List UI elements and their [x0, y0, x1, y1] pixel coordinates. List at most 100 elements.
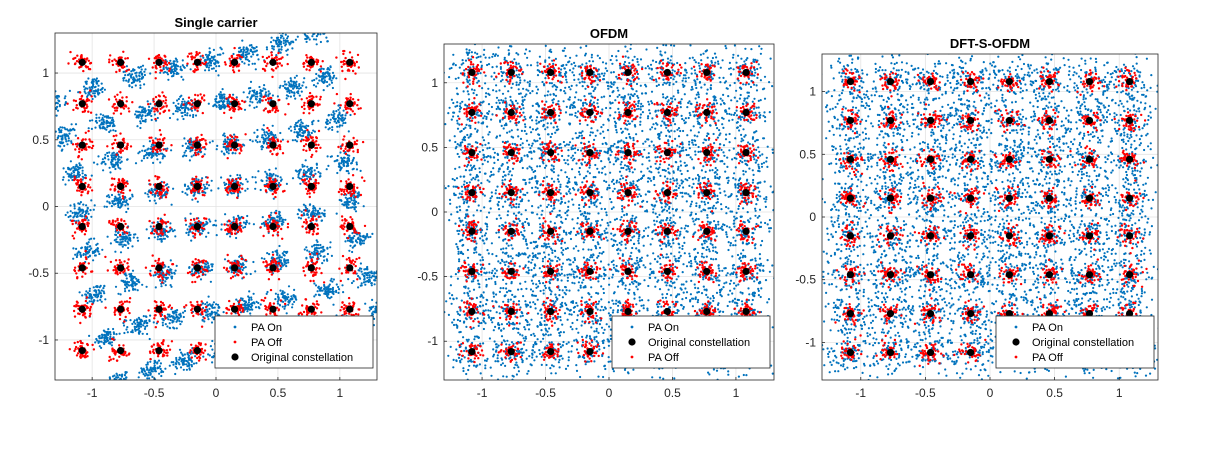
pa-on-point — [303, 213, 306, 217]
pa-on-point — [218, 65, 221, 68]
pa-on-point — [160, 374, 163, 378]
pa-on-point — [272, 217, 275, 220]
pa-on-point — [136, 239, 140, 242]
pa-on-point — [327, 293, 330, 296]
pa-on-point — [285, 97, 288, 100]
pa-on-point — [174, 365, 177, 368]
pa-on-point — [306, 134, 309, 137]
pa-on-point — [243, 49, 246, 52]
pa-on-point — [121, 373, 124, 376]
pa-on-point — [332, 114, 335, 117]
pa-off-point — [118, 259, 121, 262]
pa-on-point — [187, 233, 190, 237]
pa-on-point — [214, 100, 217, 103]
pa-on-point — [280, 263, 284, 266]
pa-on-point — [57, 136, 60, 139]
pa-on-point — [109, 331, 112, 334]
pa-on-point — [212, 67, 215, 70]
pa-on-point — [51, 96, 53, 98]
pa-on-point — [243, 306, 246, 309]
pa-on-point — [299, 182, 302, 185]
pa-on-point — [311, 245, 314, 248]
pa-on-point — [323, 215, 326, 218]
pa-off-point — [119, 313, 122, 317]
pa-off-point — [126, 262, 129, 265]
pa-on-point — [309, 28, 311, 30]
pa-on-point — [313, 78, 316, 82]
pa-on-point — [225, 150, 228, 154]
pa-off-point — [113, 351, 116, 355]
pa-on-point — [139, 126, 142, 130]
pa-on-point — [110, 193, 114, 197]
pa-on-point — [241, 298, 244, 302]
pa-on-point — [99, 298, 102, 301]
pa-on-point — [168, 364, 171, 367]
pa-on-point — [96, 247, 99, 250]
pa-on-point — [284, 218, 287, 221]
pa-on-point — [344, 240, 347, 243]
pa-on-point — [284, 40, 287, 44]
pa-on-point — [188, 159, 191, 162]
pa-on-point — [199, 278, 203, 281]
pa-on-point — [252, 94, 255, 97]
pa-on-point — [331, 288, 334, 291]
pa-on-point — [345, 161, 348, 164]
pa-on-point — [242, 91, 245, 94]
pa-on-point — [207, 318, 210, 321]
pa-on-point — [247, 295, 250, 298]
pa-on-point — [276, 295, 280, 298]
pa-on-point — [214, 219, 217, 222]
pa-on-point — [90, 297, 93, 300]
pa-on-point — [204, 148, 207, 151]
pa-on-point — [144, 68, 147, 71]
pa-on-point — [307, 124, 310, 128]
pa-on-point — [325, 288, 328, 291]
pa-on-point — [230, 271, 233, 274]
pa-on-point — [265, 46, 268, 49]
pa-on-point — [129, 319, 132, 322]
pa-on-point — [120, 205, 123, 208]
pa-on-point — [189, 230, 192, 233]
pa-on-point — [158, 372, 161, 375]
pa-on-point — [319, 243, 322, 247]
pa-on-point — [45, 99, 47, 101]
pa-off-point — [89, 111, 93, 114]
pa-on-point — [247, 63, 250, 66]
pa-on-point — [126, 241, 129, 244]
pa-on-point — [114, 195, 117, 198]
pa-on-point — [325, 121, 328, 124]
pa-on-point — [175, 367, 178, 370]
pa-on-point — [316, 82, 319, 85]
pa-on-point — [106, 151, 109, 155]
pa-on-point — [166, 235, 169, 238]
pa-on-point — [87, 77, 90, 80]
pa-on-point — [328, 283, 331, 286]
pa-on-point — [354, 240, 358, 243]
pa-on-point — [301, 84, 304, 87]
pa-on-point — [295, 140, 299, 143]
pa-on-point — [199, 313, 202, 316]
pa-on-point — [166, 183, 169, 186]
pa-on-point — [264, 134, 267, 137]
pa-on-point — [131, 329, 134, 332]
pa-on-point — [208, 307, 211, 310]
pa-off-point — [84, 316, 87, 319]
pa-on-point — [168, 322, 171, 325]
pa-on-point — [146, 361, 149, 364]
pa-on-point — [67, 215, 70, 219]
pa-on-point — [244, 221, 247, 225]
pa-on-point — [123, 76, 126, 79]
pa-on-point — [337, 165, 340, 168]
pa-on-point — [122, 388, 124, 390]
pa-on-point — [108, 201, 111, 204]
pa-on-point — [204, 59, 207, 62]
pa-on-point — [69, 160, 72, 163]
pa-on-point — [381, 301, 383, 303]
pa-on-point — [142, 367, 145, 370]
pa-on-point — [220, 48, 223, 51]
pa-on-point — [223, 95, 226, 99]
pa-off-point — [116, 270, 119, 273]
pa-on-point — [288, 301, 291, 304]
pa-on-point — [181, 64, 184, 67]
pa-on-point — [58, 105, 61, 108]
